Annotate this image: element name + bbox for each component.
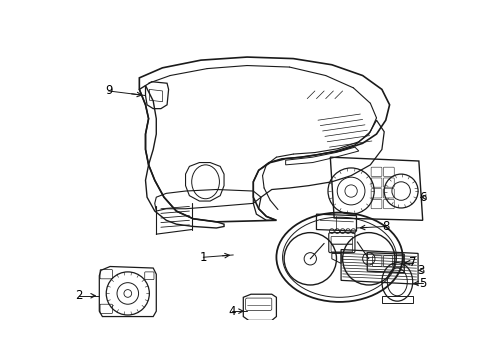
Text: 7: 7 <box>408 256 416 269</box>
Text: 3: 3 <box>416 264 423 277</box>
Text: 8: 8 <box>381 220 388 233</box>
Text: 4: 4 <box>227 305 235 318</box>
Text: 2: 2 <box>75 289 83 302</box>
Text: 9: 9 <box>104 85 112 98</box>
Text: 1: 1 <box>199 251 206 264</box>
Text: 5: 5 <box>418 277 426 290</box>
Text: 6: 6 <box>418 191 426 204</box>
